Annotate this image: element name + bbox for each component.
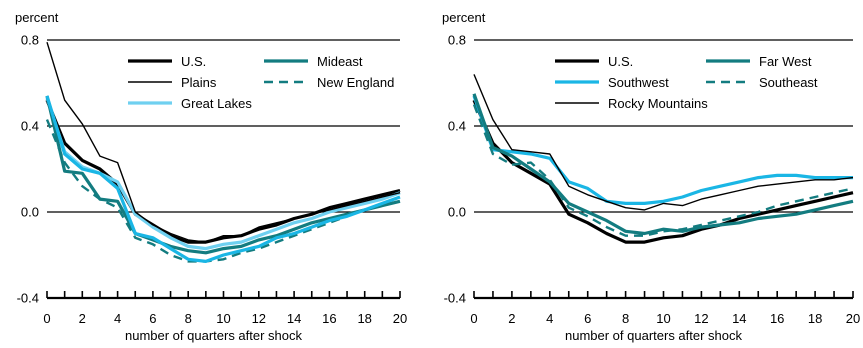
x-tick-label: 8 bbox=[185, 311, 192, 326]
series-line-far-west bbox=[472, 93, 854, 236]
x-tick-label: 2 bbox=[508, 311, 515, 326]
series-line-southwest bbox=[472, 95, 853, 205]
x-tick-label: 12 bbox=[694, 311, 708, 326]
legend-entry: Southeast bbox=[759, 75, 818, 90]
legend-entry: Far West bbox=[759, 54, 812, 69]
x-tick-label: 2 bbox=[79, 311, 86, 326]
x-tick-label: 14 bbox=[287, 311, 301, 326]
series-line-new-england bbox=[45, 119, 401, 263]
chart-panel-1: percent 0.8 0.4 0.0 -0.4 0 2 4 6 8 10 12 14 16 18 20 num… bbox=[15, 10, 407, 343]
series-line-u-s- bbox=[472, 99, 854, 244]
x-tick-label: 10 bbox=[656, 311, 670, 326]
series-line-plains bbox=[46, 41, 401, 243]
series-line-great-lakes bbox=[45, 97, 401, 251]
x-tick-label: 4 bbox=[114, 311, 121, 326]
series-line-unlabeled bbox=[45, 95, 401, 263]
y-axis-label: percent bbox=[442, 10, 486, 25]
x-tick-label: 8 bbox=[622, 311, 629, 326]
x-tick-label: 12 bbox=[252, 311, 266, 326]
y-tick-label: 0.0 bbox=[21, 205, 39, 220]
y-tick-label: -0.4 bbox=[17, 291, 39, 306]
x-axis-title: number of quarters after shock bbox=[565, 328, 743, 343]
series-line-mideast bbox=[45, 95, 401, 255]
x-tick-label: 16 bbox=[322, 311, 336, 326]
y-axis-label: percent bbox=[15, 10, 59, 25]
x-tick-label: 20 bbox=[393, 311, 407, 326]
legend-entry: U.S. bbox=[181, 54, 206, 69]
legend-entry: Southwest bbox=[608, 75, 669, 90]
x-tick-label: 6 bbox=[149, 311, 156, 326]
y-tick-label: -0.4 bbox=[444, 291, 466, 306]
legend-entry: U.S. bbox=[608, 54, 633, 69]
x-tick-label: 0 bbox=[43, 311, 50, 326]
chart-panel-2: percent 0.8 0.4 0.0 -0.4 0 2 4 6 8 10 12 14 16 18 20 num… bbox=[442, 10, 860, 343]
series-line-u-s- bbox=[45, 99, 401, 244]
legend-entry: Rocky Mountains bbox=[608, 96, 708, 111]
x-tick-label: 0 bbox=[470, 311, 477, 326]
x-tick-label: 18 bbox=[808, 311, 822, 326]
x-axis-title: number of quarters after shock bbox=[125, 328, 303, 343]
legend-entry: Plains bbox=[181, 75, 217, 90]
x-tick-label: 10 bbox=[216, 311, 230, 326]
y-tick-label: 0.8 bbox=[21, 33, 39, 48]
x-tick-label: 14 bbox=[732, 311, 746, 326]
series-line-rocky-mountains bbox=[473, 74, 854, 211]
x-tick-label: 20 bbox=[846, 311, 860, 326]
y-tick-label: 0.0 bbox=[448, 205, 466, 220]
x-tick-label: 16 bbox=[770, 311, 784, 326]
series-line-southeast bbox=[472, 104, 854, 237]
x-tick-label: 18 bbox=[357, 311, 371, 326]
legend-entry: Great Lakes bbox=[181, 96, 252, 111]
y-tick-label: 0.4 bbox=[21, 119, 39, 134]
x-tick-label: 6 bbox=[584, 311, 591, 326]
legend-entry: New England bbox=[317, 75, 394, 90]
y-tick-label: 0.4 bbox=[448, 119, 466, 134]
x-tick-label: 4 bbox=[546, 311, 553, 326]
legend-entry: Mideast bbox=[317, 54, 363, 69]
y-tick-label: 0.8 bbox=[448, 33, 466, 48]
